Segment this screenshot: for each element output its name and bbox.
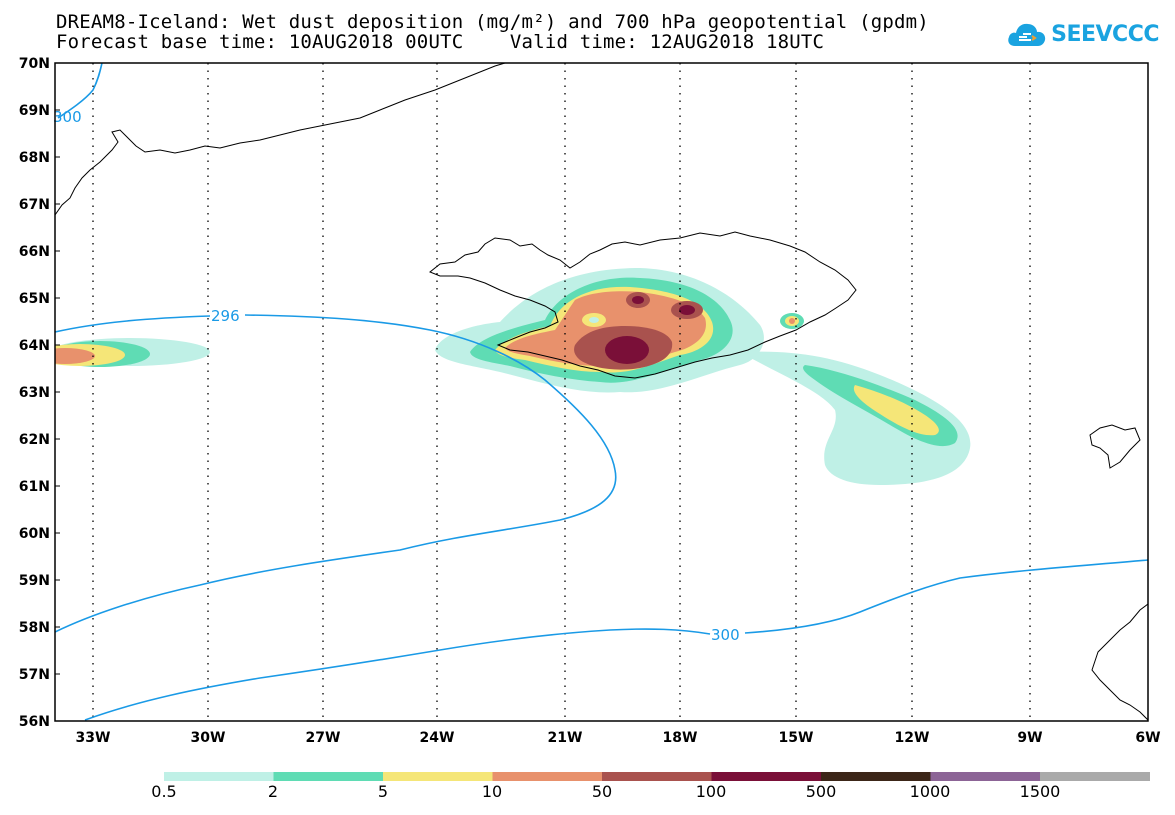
lat-label: 69N xyxy=(19,103,50,119)
lon-label: 30W xyxy=(191,730,226,746)
lat-label: 61N xyxy=(19,479,50,495)
lon-label: 24W xyxy=(420,730,455,746)
lat-label: 68N xyxy=(19,150,50,166)
map-title: DREAM8-Iceland: Wet dust deposition (mg/… xyxy=(56,11,929,33)
lat-label: 67N xyxy=(19,197,50,213)
contour-label-300-nw: 300 xyxy=(53,108,82,126)
colorbar-swatch xyxy=(1040,772,1150,781)
lon-label: 9W xyxy=(1017,730,1042,746)
lat-label: 66N xyxy=(19,244,50,260)
colorbar-swatch xyxy=(492,772,603,781)
latitude-labels: 70N 69N 68N 67N 66N 65N 64N 63N 62N 61N … xyxy=(19,56,50,730)
cloud-icon xyxy=(1008,23,1046,46)
colorbar-label: 1500 xyxy=(1019,782,1061,801)
logo-text: SEEVCCC xyxy=(1051,21,1159,47)
graticule xyxy=(92,63,1031,721)
colorbar-label: 1000 xyxy=(909,782,951,801)
lon-label: 21W xyxy=(548,730,583,746)
dust-deposition-field xyxy=(55,268,971,485)
seevccc-logo: SEEVCCC xyxy=(1007,20,1159,48)
colorbar-swatch xyxy=(383,772,493,781)
lon-label: 27W xyxy=(306,730,341,746)
lat-label: 62N xyxy=(19,432,50,448)
lat-label: 58N xyxy=(19,620,50,636)
colorbar-label: 0.5 xyxy=(151,782,177,801)
colorbar-swatch xyxy=(930,772,1041,781)
contour-label-296: 296 xyxy=(211,307,240,325)
lon-label: 6W xyxy=(1135,730,1160,746)
longitude-labels: 33W 30W 27W 24W 21W 18W 15W 12W 9W 6W xyxy=(76,730,1161,746)
colorbar-swatch xyxy=(273,772,384,781)
colorbar-label: 5 xyxy=(377,782,389,801)
colorbar-swatch xyxy=(164,772,274,781)
contour-label-300: 300 xyxy=(711,626,740,644)
lat-label: 64N xyxy=(19,338,50,354)
lat-label: 63N xyxy=(19,385,50,401)
lat-label: 70N xyxy=(19,56,50,72)
lat-label: 65N xyxy=(19,291,50,307)
colorbar-label: 2 xyxy=(267,782,279,801)
lon-label: 15W xyxy=(779,730,814,746)
coastlines xyxy=(55,63,1148,721)
colorbar-swatch xyxy=(711,772,822,781)
lat-label: 56N xyxy=(19,714,50,730)
colorbar-label: 500 xyxy=(805,782,837,801)
lon-label: 12W xyxy=(895,730,930,746)
colorbar-swatch xyxy=(821,772,931,781)
lat-label: 59N xyxy=(19,573,50,589)
map-subtitle: Forecast base time: 10AUG2018 00UTC Vali… xyxy=(56,31,825,53)
axis-ticks xyxy=(55,62,60,722)
colorbar-label: 100 xyxy=(695,782,727,801)
lat-label: 60N xyxy=(19,526,50,542)
lon-label: 33W xyxy=(76,730,111,746)
colorbar-label: 50 xyxy=(591,782,613,801)
geopotential-contours xyxy=(55,63,1148,721)
colorbar-label: 10 xyxy=(481,782,503,801)
colorbar xyxy=(164,772,1150,781)
lon-label: 18W xyxy=(663,730,698,746)
colorbar-swatch xyxy=(602,772,712,781)
lat-label: 57N xyxy=(19,667,50,683)
